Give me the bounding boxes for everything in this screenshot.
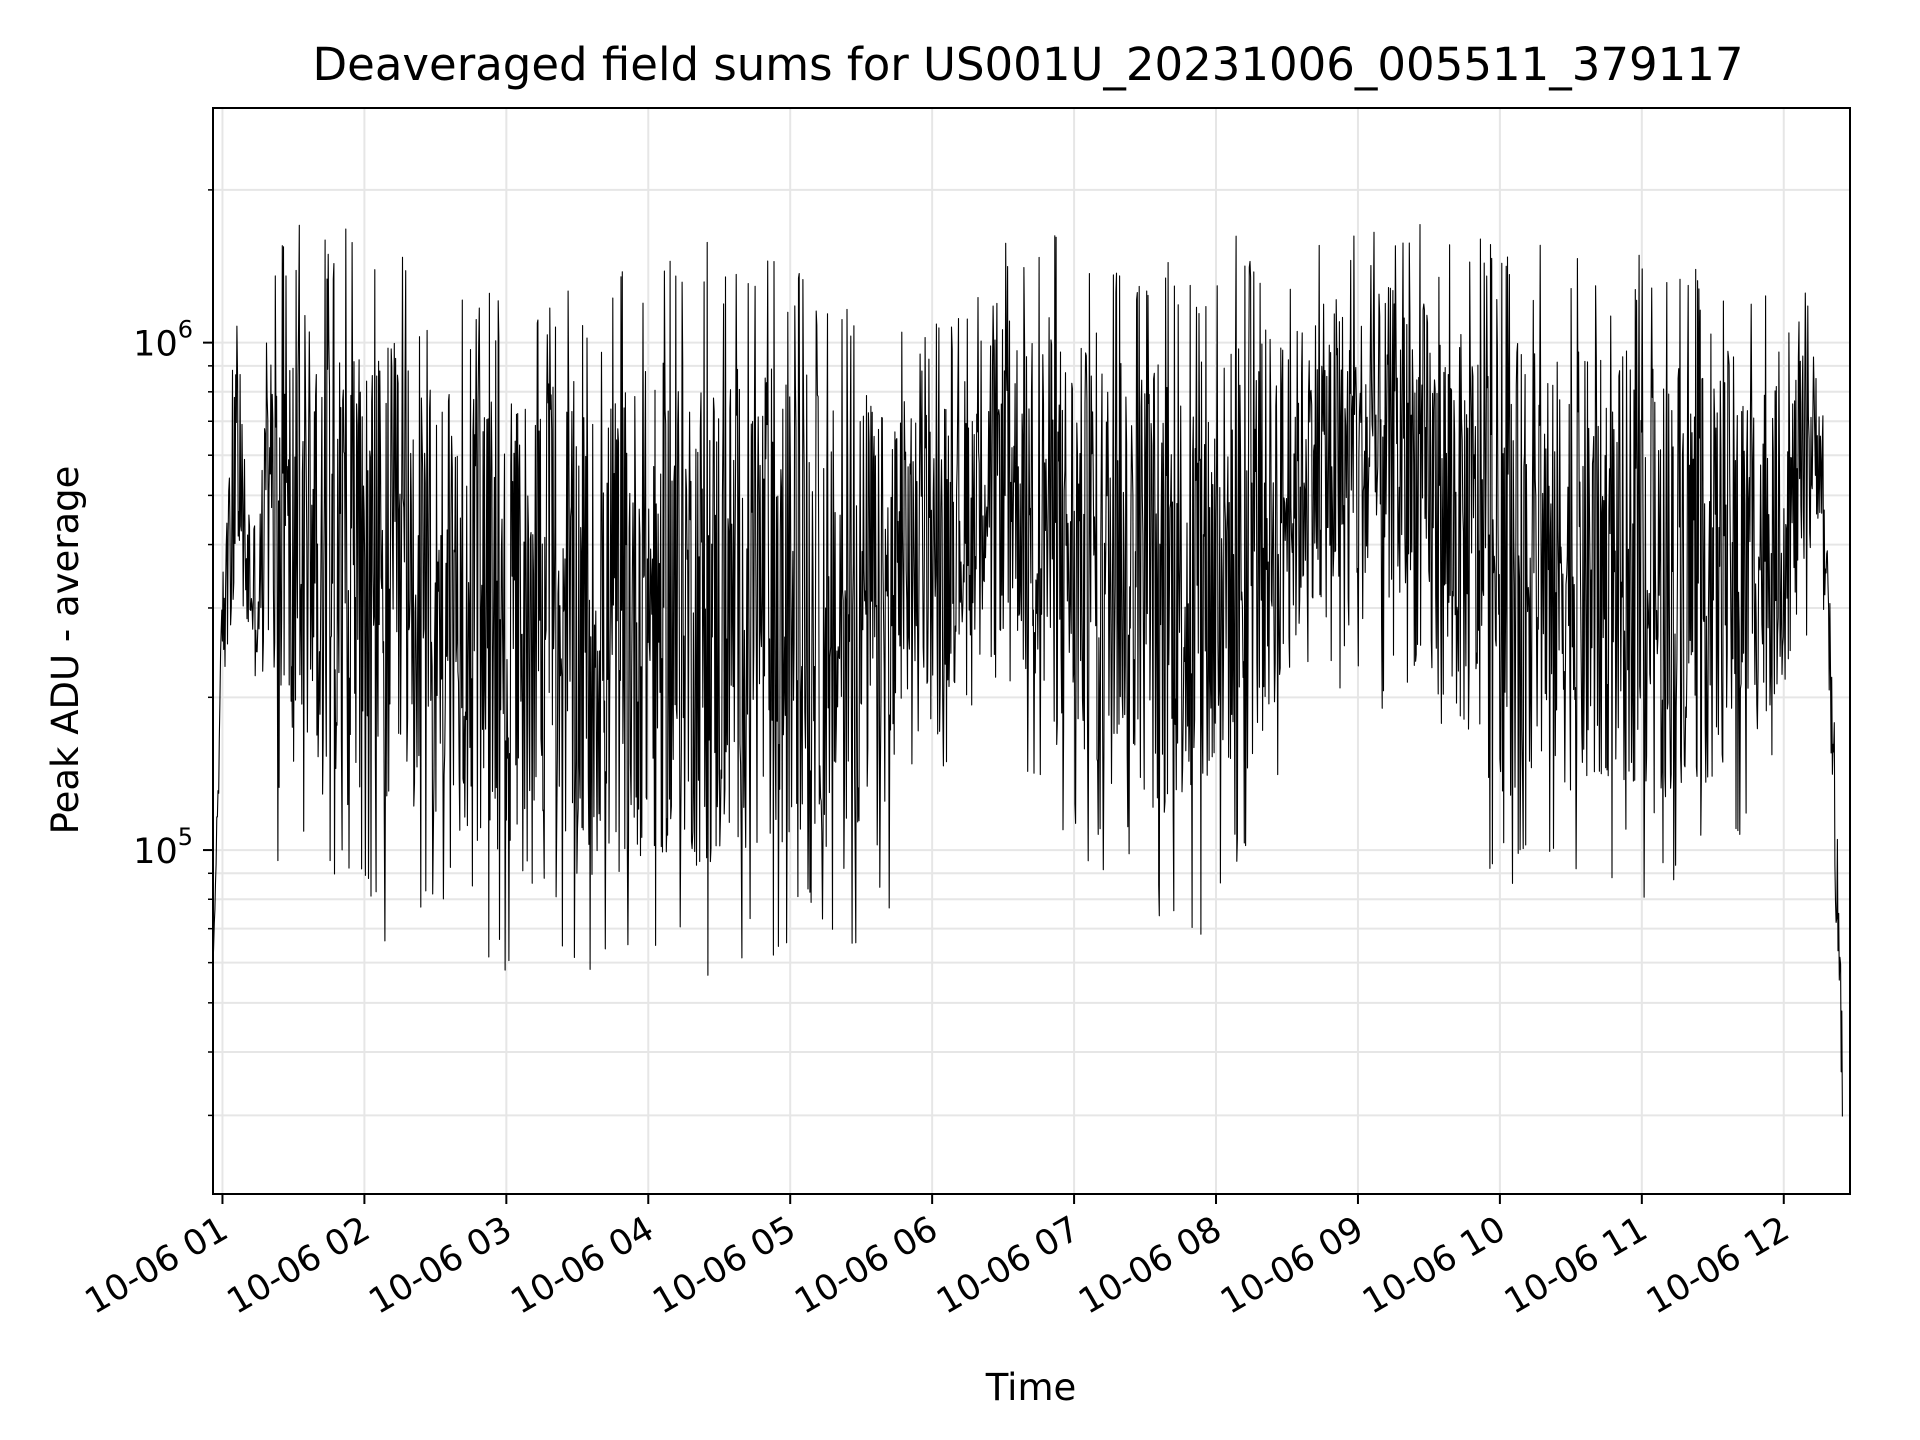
y-tick-label: 105 xyxy=(133,823,193,872)
y-axis: 105 106 xyxy=(133,189,213,1117)
series-layer xyxy=(212,224,1843,1117)
x-axis-label: Time xyxy=(985,1366,1077,1409)
plot-frame xyxy=(212,107,1851,1195)
series-line xyxy=(212,224,1843,1117)
y-tick-label: 106 xyxy=(133,316,193,365)
y-axis-label: Peak ADU - average xyxy=(44,466,87,835)
chart-title: Deaveraged field sums for US001U_2023100… xyxy=(313,38,1744,91)
